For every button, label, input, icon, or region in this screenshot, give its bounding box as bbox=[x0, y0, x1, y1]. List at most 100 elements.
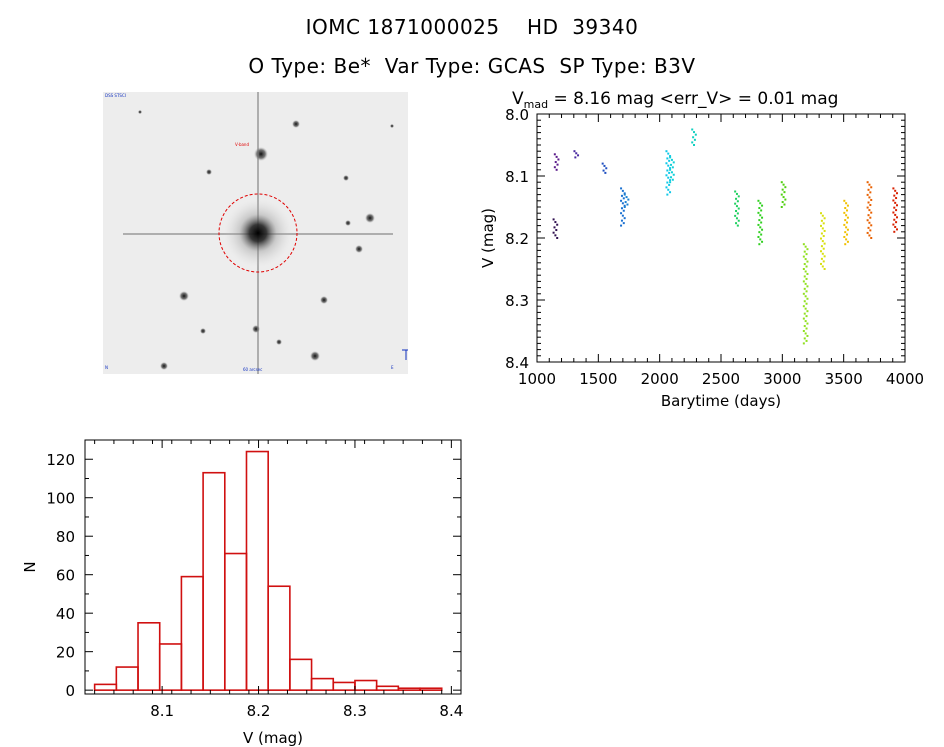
data-point bbox=[870, 237, 873, 239]
data-point bbox=[620, 219, 623, 222]
data-point bbox=[823, 242, 826, 245]
data-point bbox=[802, 292, 805, 295]
data-point bbox=[761, 216, 764, 219]
data-point bbox=[759, 238, 762, 241]
histogram-bar bbox=[202, 471, 226, 691]
data-point bbox=[758, 207, 761, 210]
x-tick-label: 1000 bbox=[518, 370, 556, 388]
data-point bbox=[870, 198, 873, 201]
data-point bbox=[866, 219, 869, 222]
data-point bbox=[804, 295, 807, 298]
data-point bbox=[693, 144, 696, 146]
data-point bbox=[803, 337, 806, 340]
data-point bbox=[759, 202, 762, 205]
data-point bbox=[757, 223, 760, 226]
x-tick-label: 4000 bbox=[886, 370, 924, 388]
data-point bbox=[823, 255, 826, 258]
data-point bbox=[556, 237, 559, 239]
histogram-bar bbox=[397, 687, 421, 691]
data-point bbox=[867, 188, 870, 191]
histogram-bar bbox=[332, 681, 356, 691]
data-point bbox=[553, 166, 556, 169]
data-point bbox=[846, 209, 849, 212]
data-point bbox=[895, 209, 898, 212]
data-point bbox=[868, 221, 871, 224]
data-point bbox=[867, 214, 870, 217]
y-tick-label: 80 bbox=[56, 528, 75, 546]
data-point bbox=[554, 161, 557, 164]
sky-bottom-left-label: N bbox=[105, 365, 108, 370]
data-point bbox=[822, 247, 825, 250]
data-point bbox=[845, 214, 848, 217]
data-point bbox=[804, 320, 807, 323]
data-point bbox=[893, 206, 896, 209]
field-stars bbox=[138, 110, 394, 370]
histogram-bar bbox=[310, 677, 335, 691]
histogram-ylabel: N bbox=[21, 561, 39, 572]
data-point bbox=[843, 199, 846, 202]
histogram-bar bbox=[419, 687, 443, 691]
data-point bbox=[670, 171, 673, 174]
histogram-xlabel: V (mag) bbox=[243, 729, 303, 747]
data-point bbox=[620, 212, 623, 215]
data-point bbox=[820, 250, 823, 253]
data-point bbox=[667, 152, 670, 155]
data-point bbox=[844, 243, 847, 246]
data-point bbox=[737, 219, 740, 222]
data-point bbox=[577, 154, 580, 157]
data-point bbox=[821, 240, 824, 243]
data-point bbox=[869, 229, 872, 232]
data-point bbox=[806, 310, 809, 313]
data-point bbox=[669, 155, 672, 158]
data-point bbox=[806, 322, 809, 325]
data-point bbox=[820, 212, 823, 215]
data-point bbox=[555, 155, 558, 158]
data-point bbox=[669, 179, 672, 182]
data-point bbox=[627, 198, 630, 201]
data-point bbox=[895, 204, 898, 207]
data-point bbox=[893, 218, 896, 221]
data-point bbox=[805, 290, 808, 293]
data-point bbox=[669, 167, 672, 170]
data-point bbox=[895, 221, 898, 224]
y-tick-label: 0 bbox=[65, 682, 75, 700]
data-point bbox=[892, 187, 895, 190]
data-point bbox=[692, 136, 695, 139]
data-point bbox=[622, 222, 625, 225]
data-point bbox=[761, 228, 764, 231]
y-tick-label: 60 bbox=[56, 567, 75, 585]
data-point bbox=[666, 181, 669, 184]
y-tick-label: 120 bbox=[46, 451, 75, 469]
data-point bbox=[893, 194, 896, 197]
data-point bbox=[869, 204, 872, 207]
data-point bbox=[554, 234, 557, 237]
data-point bbox=[805, 302, 808, 305]
x-tick-label: 8.3 bbox=[343, 702, 367, 720]
data-point bbox=[735, 222, 738, 225]
data-point bbox=[624, 201, 627, 204]
data-point bbox=[820, 257, 823, 260]
data-point bbox=[822, 235, 825, 238]
data-point bbox=[804, 332, 807, 335]
data-point bbox=[671, 166, 674, 169]
data-point bbox=[868, 209, 871, 212]
data-point bbox=[866, 206, 869, 209]
sky-bottom-right-label: E bbox=[391, 365, 394, 370]
data-point bbox=[806, 248, 809, 251]
data-point bbox=[820, 232, 823, 235]
data-point bbox=[623, 193, 626, 196]
data-point bbox=[804, 245, 807, 248]
data-point bbox=[846, 240, 849, 243]
histogram-bars bbox=[93, 450, 443, 691]
data-point bbox=[844, 231, 847, 234]
data-point bbox=[868, 196, 871, 199]
data-point bbox=[869, 191, 872, 194]
histogram-bar bbox=[245, 450, 269, 691]
data-point bbox=[620, 224, 623, 227]
data-point bbox=[669, 181, 672, 184]
data-point bbox=[691, 141, 694, 144]
data-point bbox=[806, 260, 809, 263]
data-point bbox=[820, 237, 823, 240]
data-point bbox=[822, 260, 825, 263]
data-point bbox=[552, 231, 555, 234]
